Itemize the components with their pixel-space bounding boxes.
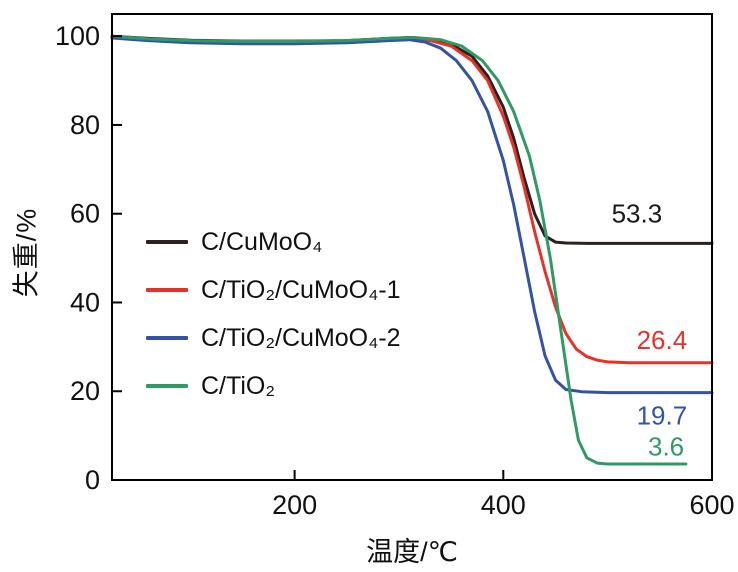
plot-frame [111,13,713,481]
legend-line-swatch [146,336,188,340]
y-axis-title: 失重/% [11,207,42,298]
series-line-3 [110,34,688,466]
legend-label: C/TiO₂/CuMoO₄-1 [201,275,401,304]
annotation-53.3: 53.3 [612,199,663,229]
legend-line-swatch [146,288,188,292]
legend-item-cucumoo4: C/CuMoO₄ [146,218,401,266]
series-line-2 [110,36,714,395]
legend-label: C/CuMoO₄ [201,227,323,256]
x-tick-label: 200 [272,490,317,520]
y-tick-label: 40 [70,287,100,317]
legend-item-ctio2: C/TiO₂ [146,362,401,410]
y-tick-label: 20 [70,376,100,406]
legend: C/CuMoO₄ C/TiO₂/CuMoO₄-1 C/TiO₂/CuMoO₄-2… [146,218,401,410]
legend-line-swatch [146,384,188,388]
x-tick-label: 600 [689,490,734,520]
legend-label: C/TiO₂ [201,371,276,400]
legend-item-ctio2cumoo4-1: C/TiO₂/CuMoO₄-1 [146,266,401,314]
annotation-19.7: 19.7 [637,401,688,431]
legend-line-swatch [146,240,188,244]
x-axis-title: 温度/℃ [366,537,458,567]
x-tick-label: 400 [481,490,526,520]
y-tick-label: 0 [85,465,100,495]
annotation-3.6: 3.6 [648,431,684,461]
y-tick-label: 80 [70,110,100,140]
y-tick-label: 60 [70,199,100,229]
legend-label: C/TiO₂/CuMoO₄-2 [201,323,401,352]
y-tick-label: 100 [55,21,100,51]
legend-item-ctio2cumoo4-2: C/TiO₂/CuMoO₄-2 [146,314,401,362]
annotation-26.4: 26.4 [637,325,688,355]
